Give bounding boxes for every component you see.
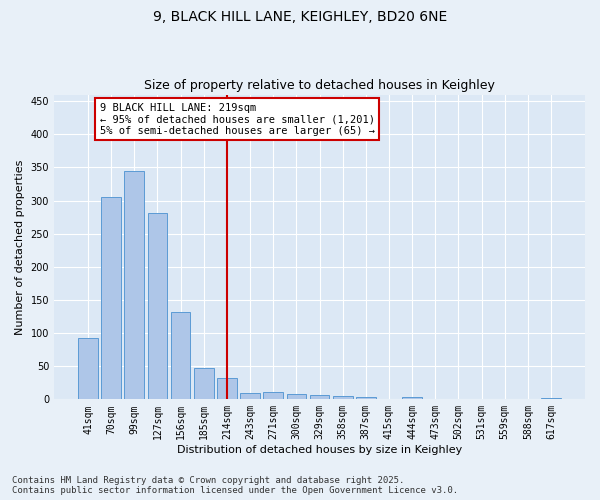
Bar (541, 398, 561, 400)
Bar (333, 396, 353, 400)
Y-axis label: Number of detached properties: Number of detached properties (15, 160, 25, 334)
Bar (171, 312, 190, 400)
Bar (287, 394, 306, 400)
Text: 9, BLACK HILL LANE, KEIGHLEY, BD20 6NE: 9, BLACK HILL LANE, KEIGHLEY, BD20 6NE (153, 10, 447, 24)
Bar (263, 392, 283, 400)
Title: Size of property relative to detached houses in Keighley: Size of property relative to detached ho… (144, 79, 495, 92)
Bar (240, 392, 260, 400)
Bar (124, 172, 144, 400)
Bar (402, 398, 422, 400)
X-axis label: Distribution of detached houses by size in Keighley: Distribution of detached houses by size … (177, 445, 462, 455)
Bar (449, 398, 468, 400)
Bar (101, 198, 121, 400)
Bar (310, 396, 329, 400)
Bar (217, 378, 237, 400)
Bar (194, 368, 214, 400)
Bar (148, 213, 167, 400)
Text: Contains HM Land Registry data © Crown copyright and database right 2025.
Contai: Contains HM Land Registry data © Crown c… (12, 476, 458, 495)
Text: 9 BLACK HILL LANE: 219sqm
← 95% of detached houses are smaller (1,201)
5% of sem: 9 BLACK HILL LANE: 219sqm ← 95% of detac… (100, 102, 374, 136)
Bar (379, 398, 399, 400)
Bar (78, 338, 98, 400)
Bar (356, 398, 376, 400)
